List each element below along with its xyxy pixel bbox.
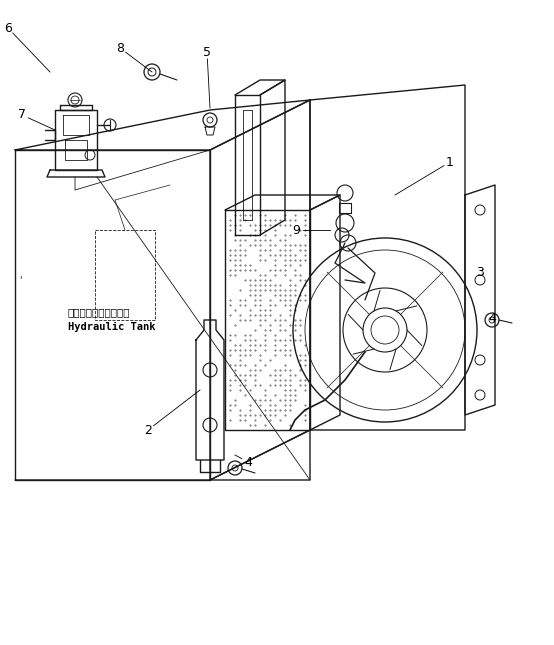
Text: 1: 1 bbox=[446, 155, 454, 168]
Text: ハイドロリックタンク: ハイドロリックタンク bbox=[68, 307, 131, 317]
Text: Hydraulic Tank: Hydraulic Tank bbox=[68, 322, 156, 332]
Text: ': ' bbox=[19, 275, 21, 285]
Text: 9: 9 bbox=[292, 224, 300, 237]
Text: 4: 4 bbox=[244, 455, 252, 468]
Text: 2: 2 bbox=[144, 424, 152, 437]
Text: 6: 6 bbox=[4, 21, 12, 34]
Text: 8: 8 bbox=[116, 41, 124, 54]
Text: 7: 7 bbox=[18, 108, 26, 121]
Text: 3: 3 bbox=[476, 266, 484, 279]
Text: 5: 5 bbox=[203, 46, 211, 59]
Text: 4: 4 bbox=[488, 312, 496, 324]
